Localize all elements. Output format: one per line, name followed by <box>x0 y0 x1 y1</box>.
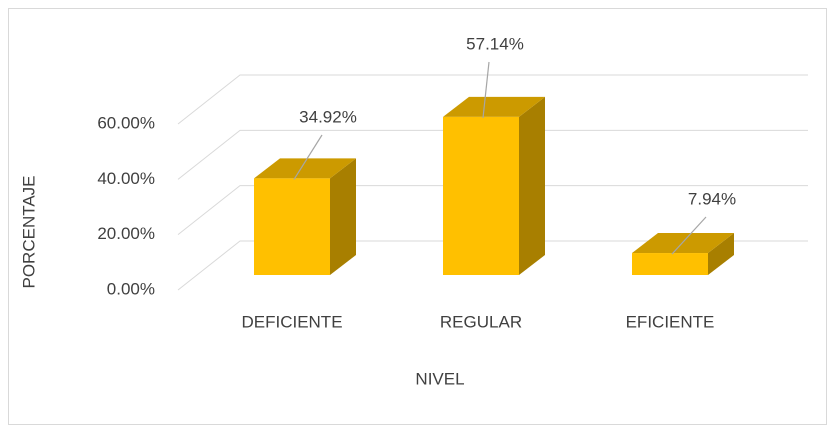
chart-frame <box>8 8 827 425</box>
y-tick-label: 40.00% <box>97 169 155 188</box>
grid-line <box>177 129 808 180</box>
x-tick-label: DEFICIENTE <box>241 312 342 331</box>
bar-top <box>443 96 545 117</box>
y-tick-label: 20.00% <box>97 224 155 243</box>
bar-side <box>330 158 356 275</box>
bar-side <box>519 96 545 276</box>
bar-side <box>708 233 734 275</box>
y-tick-label: 60.00% <box>97 113 155 132</box>
bar-top <box>254 158 356 179</box>
leader-line <box>482 61 490 118</box>
data-label: 34.92% <box>299 107 357 126</box>
grid-line <box>177 185 808 236</box>
bar <box>632 253 708 275</box>
x-tick-label: EFICIENTE <box>626 312 715 331</box>
bar <box>443 116 519 276</box>
x-tick-label: REGULAR <box>440 312 522 331</box>
bar-top <box>632 233 734 254</box>
leader-line <box>671 216 707 255</box>
leader-line <box>293 134 323 180</box>
data-label: 57.14% <box>466 34 524 53</box>
x-axis-title: NIVEL <box>415 369 464 388</box>
y-axis-title: PORCENTAJE <box>19 175 38 288</box>
bar <box>254 178 330 275</box>
grid-line <box>177 74 808 125</box>
grid-line <box>177 240 808 291</box>
data-label: 7.94% <box>688 189 736 208</box>
y-tick-label: 0.00% <box>107 279 155 298</box>
